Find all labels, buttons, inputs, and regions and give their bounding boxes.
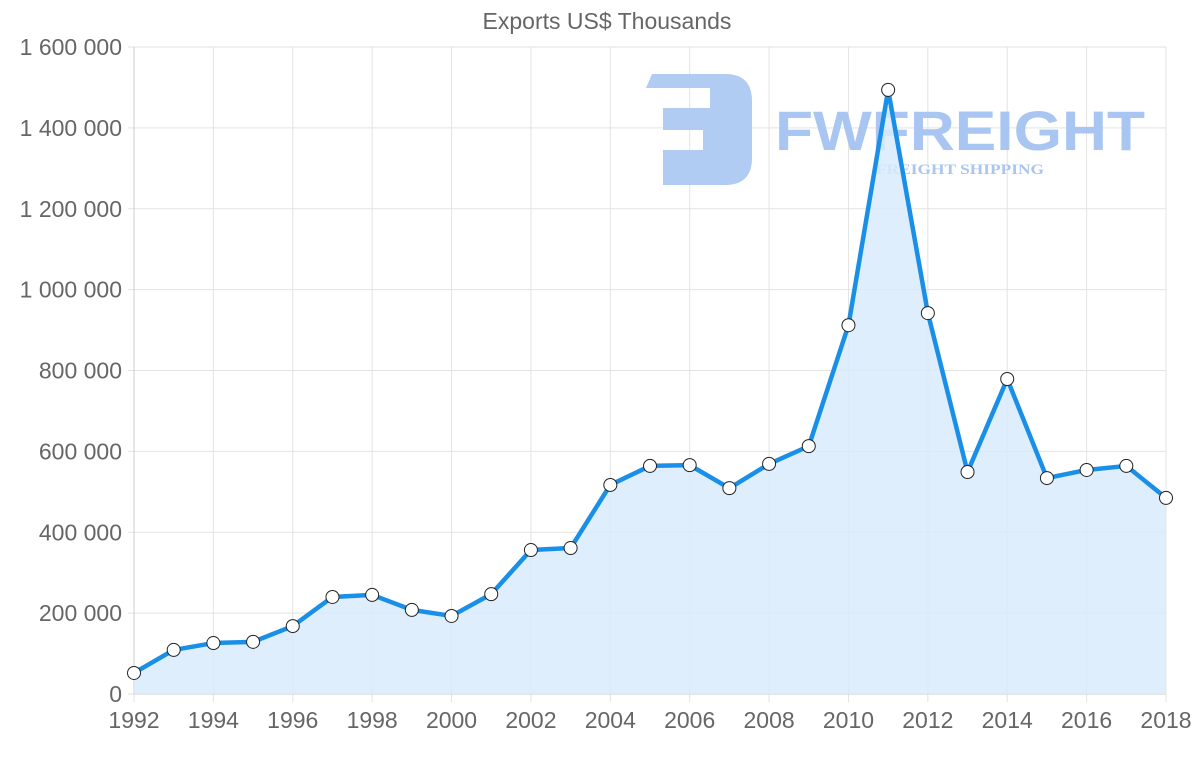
watermark-brand: FWFREIGHT (775, 99, 1145, 162)
data-point-2004[interactable] (603, 477, 618, 492)
data-point-1993[interactable] (166, 642, 181, 657)
x-tick-label: 1994 (188, 707, 239, 733)
y-tick-label: 1 600 000 (20, 34, 122, 60)
y-tick-label: 800 000 (39, 358, 122, 384)
data-point-2008[interactable] (762, 456, 777, 471)
fw-logo-icon (646, 74, 752, 185)
y-tick-label: 1 400 000 (20, 115, 122, 141)
x-tick-label: 2010 (823, 707, 874, 733)
chart-title: Exports US$ Thousands (482, 8, 732, 34)
data-point-2011[interactable] (881, 82, 896, 97)
data-point-2000[interactable] (444, 608, 459, 623)
data-points (127, 82, 1173, 680)
data-point-2013[interactable] (960, 464, 975, 479)
data-point-1995[interactable] (246, 634, 261, 649)
data-point-2015[interactable] (1039, 471, 1054, 486)
data-point-1992[interactable] (127, 665, 141, 680)
x-tick-label: 2014 (982, 707, 1033, 733)
watermark-logo: FWFREIGHT FREIGHT SHIPPING (646, 74, 1145, 185)
x-tick-label: 2016 (1061, 707, 1112, 733)
data-point-1997[interactable] (325, 589, 340, 604)
data-point-1994[interactable] (206, 636, 221, 651)
watermark-tagline: FREIGHT SHIPPING (876, 162, 1044, 178)
y-tick-label: 200 000 (39, 600, 122, 626)
x-tick-label: 2008 (743, 707, 794, 733)
x-tick-label: 2004 (585, 707, 636, 733)
data-point-2005[interactable] (643, 458, 657, 473)
data-point-1996[interactable] (285, 619, 300, 634)
x-tick-label: 1996 (267, 707, 318, 733)
y-tick-label: 0 (109, 681, 122, 707)
y-tick-label: 600 000 (39, 438, 122, 464)
data-point-2014[interactable] (1000, 371, 1015, 386)
data-point-2007[interactable] (722, 481, 737, 496)
y-axis-labels: 0 200 000 400 000 600 000 800 000 1 000 000 1 … (20, 34, 122, 707)
x-tick-label: 2000 (426, 707, 477, 733)
data-point-2017[interactable] (1119, 458, 1134, 473)
x-tick-label: 2012 (902, 707, 953, 733)
x-tick-label: 2002 (505, 707, 556, 733)
data-point-2012[interactable] (920, 306, 935, 321)
x-axis-labels: 1992 1994 1996 1998 2000 2002 2004 2006 2008 2010… (108, 707, 1191, 733)
data-point-2006[interactable] (682, 458, 697, 473)
data-point-1999[interactable] (404, 602, 419, 617)
data-point-2001[interactable] (484, 587, 499, 602)
x-tick-label: 2018 (1140, 707, 1191, 733)
y-tick-label: 1 200 000 (20, 196, 122, 222)
x-tick-label: 1998 (347, 707, 398, 733)
x-tick-label: 1992 (108, 707, 159, 733)
data-point-2002[interactable] (523, 543, 538, 558)
data-point-1998[interactable] (365, 587, 380, 602)
data-point-2018[interactable] (1159, 490, 1173, 505)
data-point-2016[interactable] (1079, 462, 1094, 477)
y-tick-label: 1 000 000 (20, 277, 122, 303)
data-point-2003[interactable] (563, 541, 578, 556)
y-tick-label: 400 000 (39, 519, 122, 545)
data-point-2009[interactable] (801, 439, 816, 454)
data-point-2010[interactable] (841, 318, 856, 333)
area-fill (134, 89, 1166, 694)
x-tick-label: 2006 (664, 707, 715, 733)
